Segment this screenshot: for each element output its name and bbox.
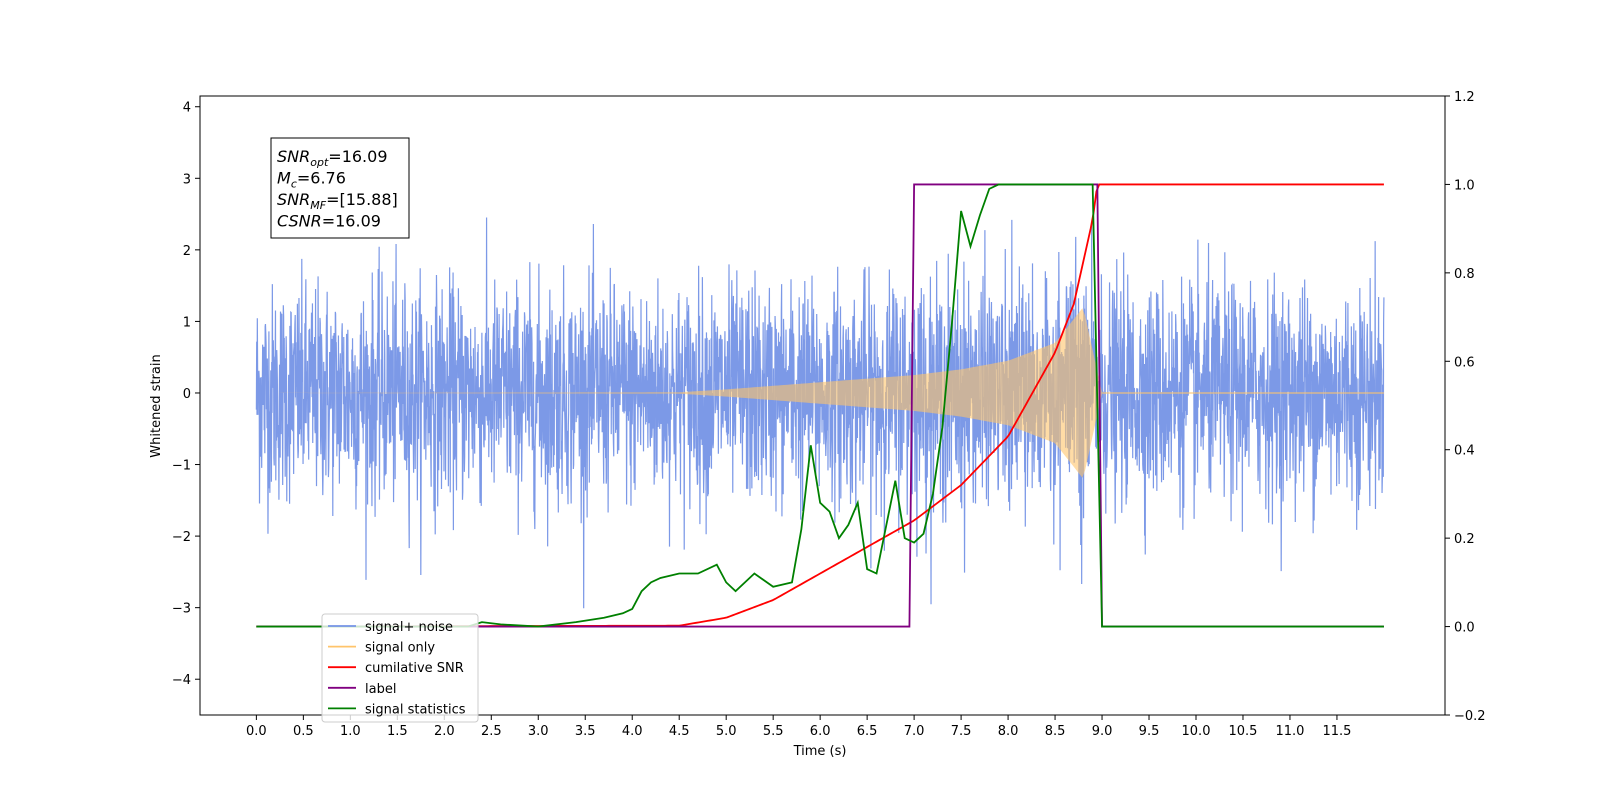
- info-box-line: Mc=6.76: [277, 169, 346, 191]
- y2-tick-label: 1.0: [1454, 178, 1475, 193]
- y-tick-label: −2: [172, 530, 191, 545]
- x-tick-label: 7.0: [904, 724, 925, 739]
- x-tick-label: 6.5: [857, 724, 878, 739]
- x-tick-label: 0.0: [246, 724, 267, 739]
- y2-tick-label: 1.2: [1454, 90, 1475, 105]
- plot-frame: [199, 95, 1446, 716]
- y2-tick-label: 0.4: [1454, 444, 1475, 459]
- legend-label: cumilative SNR: [365, 661, 464, 676]
- info-box: SNRopt=16.09Mc=6.76SNRMF=[15.88]CSNR=16.…: [270, 137, 410, 239]
- y2-tick-label: 0.0: [1454, 621, 1475, 636]
- y-tick-label: 3: [183, 172, 191, 187]
- series-signal-only-band: [256, 308, 1103, 478]
- legend-label: signal+ noise: [365, 620, 453, 635]
- x-tick-label: 2.5: [481, 724, 502, 739]
- x-tick-label: 4.5: [669, 724, 690, 739]
- x-tick-label: 7.5: [951, 724, 972, 739]
- y-tick-label: 1: [183, 315, 191, 330]
- x-tick-label: 3.5: [575, 724, 596, 739]
- y-tick-label: 4: [183, 101, 191, 116]
- x-tick-label: 9.5: [1139, 724, 1160, 739]
- x-tick-label: 4.0: [622, 724, 643, 739]
- series-signal-noise-line: [255, 217, 1385, 609]
- y-axis-left: 4 3 2 1 0 −1 −2 −3 −4: [172, 101, 200, 688]
- x-tick-label: 1.5: [387, 724, 408, 739]
- legend-label: label: [365, 682, 396, 697]
- x-tick-label: 11.5: [1322, 724, 1351, 739]
- y2-tick-label: 0.2: [1454, 532, 1475, 547]
- y-axis-label: Whitened strain: [149, 354, 164, 457]
- x-axis: 0.0 0.5 1.0 1.5 2.0 2.5 3.0 3.5 4.0 4.5 5.0 5.5 6.0 6…: [246, 715, 1351, 739]
- y-tick-label: −4: [172, 673, 191, 688]
- x-tick-label: 0.5: [293, 724, 314, 739]
- legend-label: signal statistics: [365, 702, 466, 717]
- y-tick-label: 2: [183, 244, 191, 259]
- x-tick-label: 9.0: [1092, 724, 1113, 739]
- x-tick-label: 10.0: [1182, 724, 1211, 739]
- x-tick-label: 5.5: [763, 724, 784, 739]
- info-box-frame: [270, 137, 410, 239]
- x-axis-label: Time (s): [793, 744, 847, 759]
- y-axis-right: 1.2 1.0 0.8 0.6 0.4 0.2 0.0 −0.2: [1445, 90, 1486, 724]
- x-tick-label: 10.5: [1229, 724, 1258, 739]
- info-box-line: SNRMF=[15.88]: [277, 190, 398, 212]
- x-tick-label: 8.5: [1045, 724, 1066, 739]
- y2-tick-label: 0.6: [1454, 355, 1475, 370]
- y-tick-label: −3: [172, 602, 191, 617]
- x-tick-label: 5.0: [716, 724, 737, 739]
- y2-tick-label: 0.8: [1454, 267, 1475, 282]
- legend: signal+ noise signal only cumilative SNR la…: [321, 613, 479, 723]
- y-tick-label: 0: [183, 387, 191, 402]
- y-tick-label: −1: [172, 459, 191, 474]
- series-signal-statistics-line: [256, 183, 1384, 628]
- legend-label: signal only: [365, 641, 435, 656]
- info-box-line: SNRopt=16.09: [277, 147, 388, 169]
- x-tick-label: 3.0: [528, 724, 549, 739]
- x-tick-label: 11.0: [1275, 724, 1304, 739]
- series-layer: [255, 183, 1385, 628]
- x-tick-label: 2.0: [434, 724, 455, 739]
- info-box-line: CSNR=16.09: [277, 212, 381, 231]
- x-tick-label: 1.0: [340, 724, 361, 739]
- x-tick-label: 8.0: [998, 724, 1019, 739]
- x-tick-label: 6.0: [810, 724, 831, 739]
- legend-frame: [321, 613, 479, 723]
- y2-tick-label: −0.2: [1454, 709, 1486, 724]
